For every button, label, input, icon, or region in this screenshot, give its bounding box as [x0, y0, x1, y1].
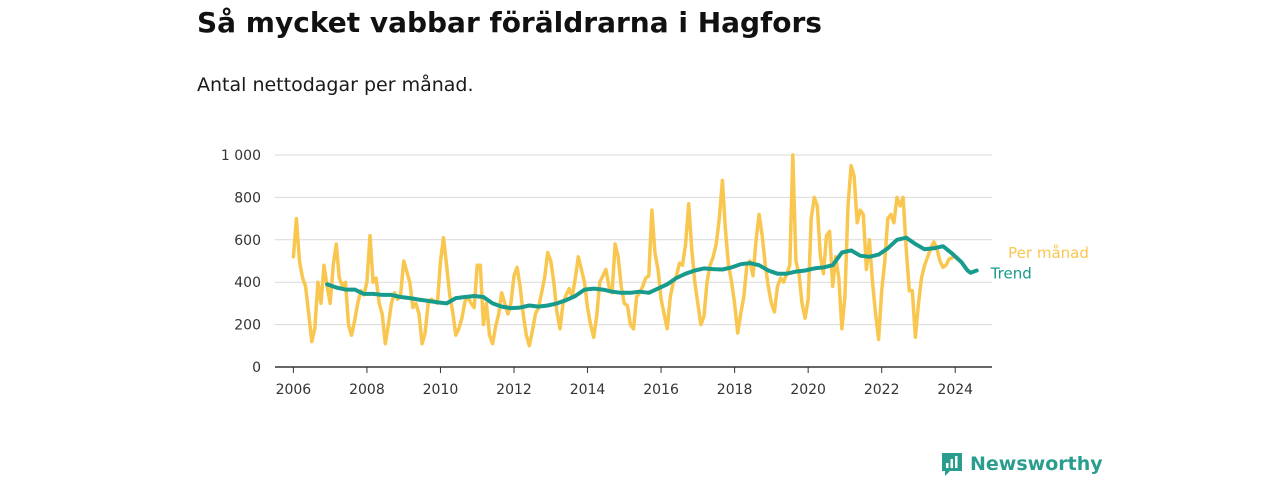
y-tick-label: 600 — [234, 233, 261, 249]
y-tick-label: 200 — [234, 318, 261, 334]
x-tick-label: 2008 — [349, 382, 385, 398]
newsworthy-icon — [942, 453, 962, 476]
x-tick-label: 2016 — [643, 382, 679, 398]
y-axis-ticks: 0 200 400 600 800 1 000 — [221, 148, 261, 376]
series-line-per-month — [291, 153, 954, 348]
x-tick-label: 2022 — [864, 382, 900, 398]
x-tick-label: 2010 — [423, 382, 459, 398]
x-axis-ticks: 2006 2008 2010 2012 2014 2016 2018 2020 2022 2024 — [276, 367, 973, 398]
brand-name: Newsworthy — [970, 453, 1103, 475]
x-tick-label: 2024 — [937, 382, 973, 398]
y-tick-label: 0 — [252, 360, 261, 376]
brand-logo: Newsworthy — [940, 451, 1103, 477]
y-tick-label: 1 000 — [221, 148, 261, 164]
series-line-trend — [325, 235, 979, 311]
x-tick-label: 2018 — [717, 382, 753, 398]
chart-subtitle: Antal nettodagar per månad. — [197, 74, 474, 96]
series-label-per-month: Per månad — [1008, 244, 1089, 262]
y-tick-label: 800 — [234, 190, 261, 206]
x-tick-label: 2014 — [570, 382, 606, 398]
y-tick-label: 400 — [234, 275, 261, 291]
x-tick-label: 2020 — [790, 382, 826, 398]
chart-title: Så mycket vabbar föräldrarna i Hagfors — [197, 6, 822, 39]
x-tick-label: 2012 — [496, 382, 532, 398]
series-label-trend: Trend — [990, 265, 1032, 283]
x-tick-label: 2006 — [276, 382, 312, 398]
